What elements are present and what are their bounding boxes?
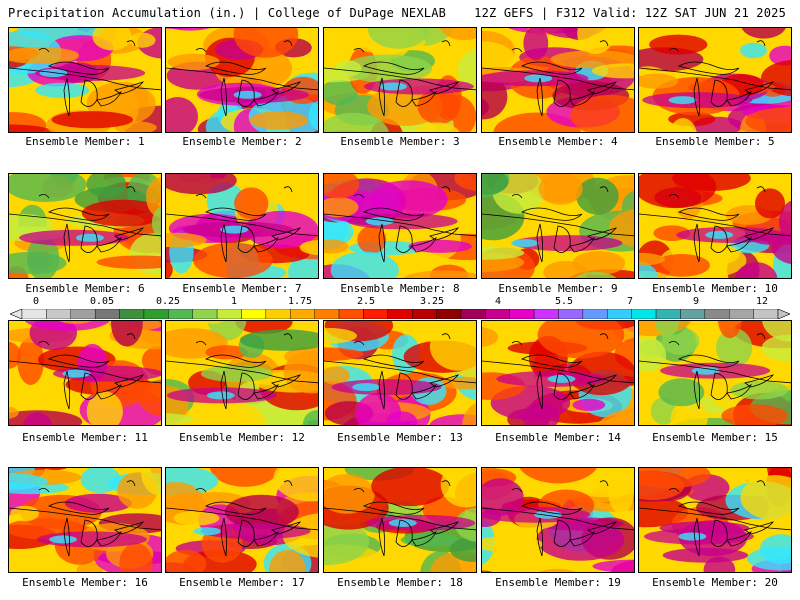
precip-field bbox=[482, 468, 634, 572]
legend-color-bar bbox=[10, 309, 790, 319]
map-outlines bbox=[324, 480, 476, 557]
precip-field bbox=[482, 28, 634, 132]
member-caption: Ensemble Member: 14 bbox=[495, 431, 621, 444]
ensemble-member-map bbox=[481, 27, 635, 133]
precip-field bbox=[166, 321, 318, 425]
color-legend: 0 0.05 0.25 1 1.75 2.5 3.25 4 5.5 7 9 12 bbox=[0, 296, 800, 320]
ensemble-member-map bbox=[165, 467, 319, 573]
ensemble-member-map bbox=[323, 467, 477, 573]
member-caption: Ensemble Member: 4 bbox=[498, 135, 618, 148]
map-outlines bbox=[9, 333, 161, 410]
member-caption: Ensemble Member: 15 bbox=[652, 431, 778, 444]
legend-tick-label: 0 bbox=[32, 296, 40, 307]
member-caption: Ensemble Member: 12 bbox=[179, 431, 305, 444]
legend-tick-label: 7 bbox=[626, 296, 634, 307]
ensemble-member-map bbox=[165, 173, 319, 279]
member-caption: Ensemble Member: 8 bbox=[340, 282, 460, 295]
precip-field bbox=[324, 174, 476, 278]
precip-field bbox=[639, 174, 791, 278]
precip-field bbox=[639, 321, 791, 425]
member-caption: Ensemble Member: 1 bbox=[25, 135, 145, 148]
map-outlines bbox=[482, 40, 634, 117]
ensemble-member-map bbox=[165, 27, 319, 133]
ensemble-member-map bbox=[638, 173, 792, 279]
map-outlines bbox=[166, 333, 318, 410]
precip-field bbox=[639, 468, 791, 572]
precip-field bbox=[324, 468, 476, 572]
ensemble-member-map bbox=[8, 467, 162, 573]
ensemble-member-map bbox=[8, 320, 162, 426]
map-outlines bbox=[324, 40, 476, 117]
header: Precipitation Accumulation (in.) | Colle… bbox=[0, 0, 800, 26]
member-caption: Ensemble Member: 18 bbox=[337, 576, 463, 589]
precip-field bbox=[482, 321, 634, 425]
member-caption: Ensemble Member: 19 bbox=[495, 576, 621, 589]
map-outlines bbox=[639, 40, 791, 117]
legend-tick-label: 3.25 bbox=[419, 296, 445, 307]
legend-tick-label: 0.05 bbox=[89, 296, 115, 307]
member-caption: Ensemble Member: 16 bbox=[22, 576, 148, 589]
precip-field bbox=[639, 28, 791, 132]
member-caption: Ensemble Member: 3 bbox=[340, 135, 460, 148]
precip-field bbox=[9, 174, 161, 278]
member-caption: Ensemble Member: 7 bbox=[182, 282, 302, 295]
legend-tick-label: 5.5 bbox=[554, 296, 574, 307]
precip-field bbox=[166, 468, 318, 572]
map-outlines bbox=[166, 480, 318, 557]
precip-field bbox=[9, 28, 161, 132]
map-outlines bbox=[9, 40, 161, 117]
member-caption: Ensemble Member: 13 bbox=[337, 431, 463, 444]
precip-field bbox=[9, 321, 161, 425]
map-outlines bbox=[324, 333, 476, 410]
legend-tick-label: 0.25 bbox=[155, 296, 181, 307]
member-caption: Ensemble Member: 10 bbox=[652, 282, 778, 295]
legend-tick-label: 9 bbox=[692, 296, 700, 307]
map-outlines bbox=[9, 186, 161, 263]
ensemble-member-map bbox=[323, 173, 477, 279]
ensemble-member-map bbox=[481, 173, 635, 279]
legend-tick-label: 2.5 bbox=[356, 296, 376, 307]
precip-field bbox=[166, 174, 318, 278]
ensemble-member-map bbox=[481, 467, 635, 573]
legend-tick-label: 4 bbox=[494, 296, 502, 307]
run-valid-time: 12Z GEFS | F312 Valid: 12Z SAT JUN 21 20… bbox=[474, 6, 786, 20]
ensemble-member-map bbox=[323, 320, 477, 426]
member-caption: Ensemble Member: 6 bbox=[25, 282, 145, 295]
product-title: Precipitation Accumulation (in.) | Colle… bbox=[8, 6, 447, 20]
precip-field bbox=[482, 174, 634, 278]
legend-tick-label: 1.75 bbox=[287, 296, 313, 307]
precip-field bbox=[324, 321, 476, 425]
ensemble-member-map bbox=[323, 27, 477, 133]
map-outlines bbox=[639, 480, 791, 557]
map-outlines bbox=[639, 186, 791, 263]
ensemble-member-map bbox=[638, 320, 792, 426]
precip-field bbox=[166, 28, 318, 132]
member-caption: Ensemble Member: 9 bbox=[498, 282, 618, 295]
map-outlines bbox=[482, 186, 634, 263]
map-outlines bbox=[324, 186, 476, 263]
legend-tick-label: 12 bbox=[755, 296, 769, 307]
map-outlines bbox=[482, 480, 634, 557]
ensemble-member-map bbox=[638, 27, 792, 133]
member-caption: Ensemble Member: 5 bbox=[655, 135, 775, 148]
map-outlines bbox=[166, 186, 318, 263]
precip-field bbox=[9, 468, 161, 572]
member-caption: Ensemble Member: 11 bbox=[22, 431, 148, 444]
ensemble-member-map bbox=[8, 173, 162, 279]
ensemble-member-map bbox=[638, 467, 792, 573]
ensemble-member-map bbox=[165, 320, 319, 426]
legend-tick-label: 1 bbox=[230, 296, 238, 307]
map-outlines bbox=[166, 40, 318, 117]
ensemble-member-map bbox=[481, 320, 635, 426]
map-outlines bbox=[482, 333, 634, 410]
map-outlines bbox=[639, 333, 791, 410]
ensemble-member-map bbox=[8, 27, 162, 133]
precip-field bbox=[324, 28, 476, 132]
member-caption: Ensemble Member: 17 bbox=[179, 576, 305, 589]
member-caption: Ensemble Member: 20 bbox=[652, 576, 778, 589]
map-outlines bbox=[9, 480, 161, 557]
member-caption: Ensemble Member: 2 bbox=[182, 135, 302, 148]
